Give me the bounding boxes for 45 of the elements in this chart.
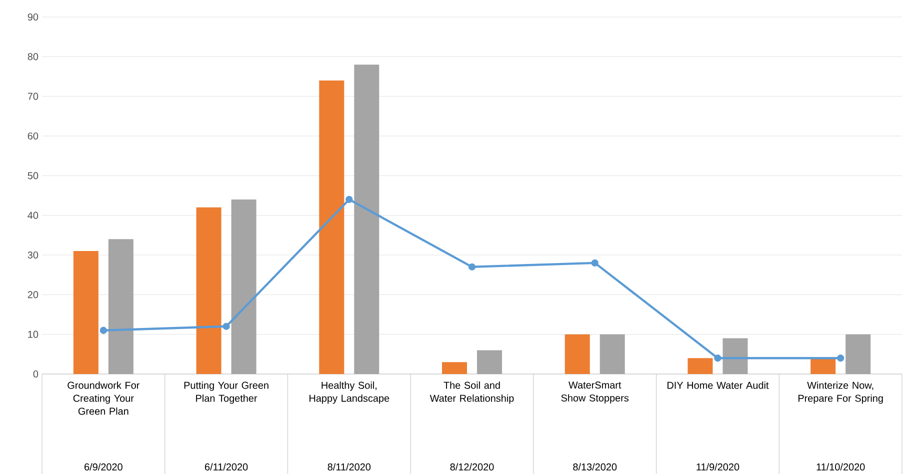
y-tick-label: 80 [28, 53, 38, 60]
text: 8/12/2020 [450, 463, 494, 470]
point [468, 263, 476, 270]
x-tick-label: DIY Home Water Audit [668, 382, 769, 389]
bar [722, 338, 748, 374]
x-tick-label: Groundwork For Creating Your Green Plan [68, 382, 140, 415]
y-tick-label: 40 [28, 212, 38, 219]
y-tick-label: 0 [33, 370, 38, 378]
point [591, 259, 598, 267]
x-tick-label: Putting Your Green Plan Together [184, 382, 268, 404]
text: 6/11/2020 [204, 463, 248, 470]
x-tick-label: The Soil and Water Relationship [430, 382, 514, 404]
point [100, 326, 108, 334]
point [222, 322, 230, 330]
text: 8/11/2020 [328, 463, 371, 470]
bar [564, 334, 590, 374]
text: 8/13/2020 [573, 463, 617, 470]
bar [688, 358, 713, 374]
y-tick-label: 30 [28, 251, 38, 259]
x-tick-label: Winterize Now, Prepare For Spring [798, 382, 883, 404]
y-tick-label: 10 [28, 330, 38, 338]
bar [231, 199, 256, 374]
y-tick-label: 50 [28, 172, 38, 180]
bar [846, 334, 871, 374]
text: 11/9/2020 [696, 463, 740, 470]
y-tick-label: 20 [28, 291, 38, 298]
y-tick-label: 70 [28, 92, 38, 100]
bar [108, 239, 134, 374]
bar [73, 251, 98, 374]
point [836, 354, 844, 362]
point [714, 354, 722, 362]
point [346, 196, 353, 204]
text: 6/9/2020 [84, 463, 122, 470]
bar [810, 358, 836, 374]
x-tick-label: Healthy Soil, Happy Landscape [310, 382, 390, 404]
y-tick-label: 90 [28, 13, 38, 21]
bar [196, 207, 222, 374]
x-tick-label: WaterSmart Show Stoppers [561, 382, 629, 404]
y-tick-label: 60 [28, 132, 38, 140]
bar [319, 80, 344, 374]
text: 11/10/2020 [816, 463, 865, 470]
bar [442, 362, 468, 374]
bar [600, 334, 625, 374]
bar [354, 64, 380, 374]
bar [477, 350, 502, 374]
